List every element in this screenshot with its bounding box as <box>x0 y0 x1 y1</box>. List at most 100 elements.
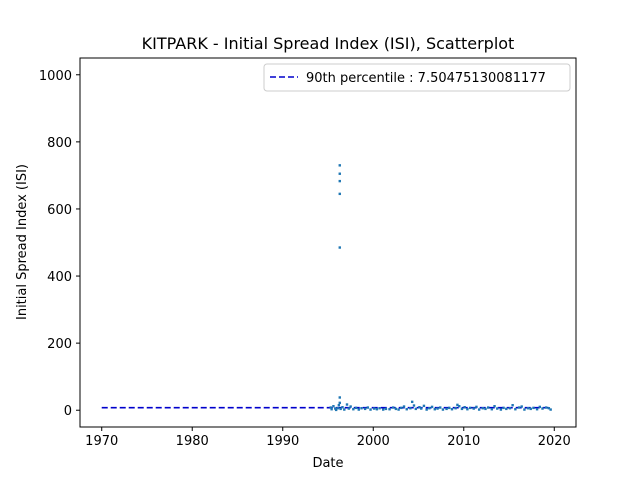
data-point <box>439 406 442 409</box>
data-point <box>382 408 385 411</box>
data-point <box>366 406 370 409</box>
data-point <box>339 407 342 411</box>
data-point <box>338 401 341 405</box>
data-point <box>538 405 541 409</box>
data-point <box>490 408 494 411</box>
data-point <box>458 405 461 408</box>
data-point <box>499 408 503 411</box>
data-point <box>343 408 346 411</box>
data-point <box>514 408 517 411</box>
data-point <box>397 408 400 411</box>
data-point <box>502 406 505 410</box>
data-point <box>541 407 544 410</box>
data-point <box>332 405 335 408</box>
data-point <box>425 408 428 411</box>
data-point <box>477 408 481 411</box>
data-point <box>330 408 333 411</box>
data-point <box>422 404 426 408</box>
data-point <box>481 407 484 410</box>
y-tick-label: 200 <box>47 337 72 352</box>
data-point <box>338 172 341 175</box>
y-tick-label: 600 <box>47 203 72 218</box>
x-axis-label: Date <box>312 456 343 471</box>
data-point <box>445 407 448 411</box>
data-point <box>369 408 372 411</box>
x-tick-label: 1980 <box>176 434 209 449</box>
y-tick-label: 800 <box>47 136 72 151</box>
data-point <box>334 407 337 410</box>
data-point <box>505 407 508 411</box>
data-point <box>375 408 379 411</box>
data-point <box>456 403 459 407</box>
data-point <box>441 408 445 411</box>
data-point <box>347 407 351 410</box>
data-point <box>378 407 381 410</box>
data-point <box>363 407 367 411</box>
y-tick-label: 1000 <box>39 69 72 84</box>
data-point <box>436 407 439 410</box>
data-point <box>349 405 352 408</box>
data-point <box>400 406 403 410</box>
x-tick-label: 2000 <box>357 434 390 449</box>
data-point <box>354 406 358 410</box>
data-point <box>463 406 466 409</box>
x-axis: 1970 1980 1990 2000 2010 2020 <box>85 427 571 449</box>
data-point <box>409 407 412 410</box>
y-tick-label: 0 <box>64 404 72 419</box>
chart-title: KITPARK - Initial Spread Index (ISI), Sc… <box>142 34 515 53</box>
data-point <box>549 408 552 411</box>
data-point <box>535 408 539 411</box>
data-point <box>336 407 340 410</box>
data-point <box>410 400 414 404</box>
data-point <box>418 406 421 409</box>
x-tick-label: 2020 <box>538 434 571 449</box>
legend-label: 90th percentile : 7.50475130081177 <box>306 71 546 86</box>
data-point <box>420 407 423 410</box>
data-point <box>391 406 395 409</box>
data-point <box>487 406 490 409</box>
data-point <box>454 407 457 410</box>
data-point <box>484 407 487 411</box>
data-point <box>360 407 363 410</box>
legend: 90th percentile : 7.50475130081177 <box>263 63 571 92</box>
data-point <box>450 408 454 411</box>
data-point <box>493 405 496 408</box>
data-point <box>338 164 341 167</box>
scatter-points <box>329 164 552 412</box>
data-point <box>334 408 338 412</box>
y-tick-label: 400 <box>47 270 72 285</box>
data-point <box>517 406 521 409</box>
data-point <box>475 405 478 409</box>
data-point <box>405 408 408 411</box>
data-point <box>337 403 341 407</box>
y-axis: 0 200 400 600 800 1000 <box>39 69 80 419</box>
data-point <box>394 407 398 411</box>
data-point <box>532 406 535 410</box>
data-point <box>523 408 526 411</box>
legend-box <box>263 63 571 92</box>
data-point <box>520 405 523 408</box>
data-point <box>357 408 360 411</box>
data-point <box>402 405 406 408</box>
x-tick-label: 2010 <box>447 434 480 449</box>
data-point <box>338 246 341 249</box>
data-point <box>547 407 551 410</box>
data-point <box>329 406 332 409</box>
data-point <box>526 407 530 410</box>
data-point <box>466 408 469 411</box>
data-point <box>384 407 388 411</box>
data-point <box>428 407 431 410</box>
data-point <box>448 406 451 410</box>
data-point <box>460 407 464 411</box>
y-axis-label: Initial Spread Index (ISI) <box>15 164 30 320</box>
data-point <box>508 407 512 410</box>
data-point <box>412 404 416 407</box>
data-point <box>352 408 355 411</box>
data-point <box>338 179 341 183</box>
data-point <box>345 403 349 406</box>
data-point <box>338 396 341 399</box>
x-tick-label: 1990 <box>266 434 299 449</box>
data-point <box>338 192 341 196</box>
data-point <box>414 407 417 411</box>
